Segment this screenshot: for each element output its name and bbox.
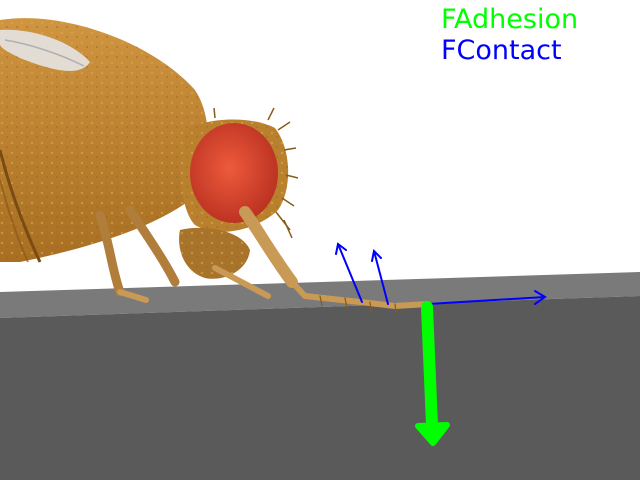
fly-model-icon: [0, 18, 299, 279]
legend-adhesion-label: FAdhesion: [441, 4, 579, 35]
legend-contact-label: FContact: [441, 35, 562, 66]
adhesion-arrow-icon: [415, 301, 450, 446]
fly-eye: [190, 123, 278, 223]
contact-arrow-icon: [335, 242, 547, 305]
floor-plane: [0, 272, 640, 480]
fly-legs: [95, 205, 431, 313]
